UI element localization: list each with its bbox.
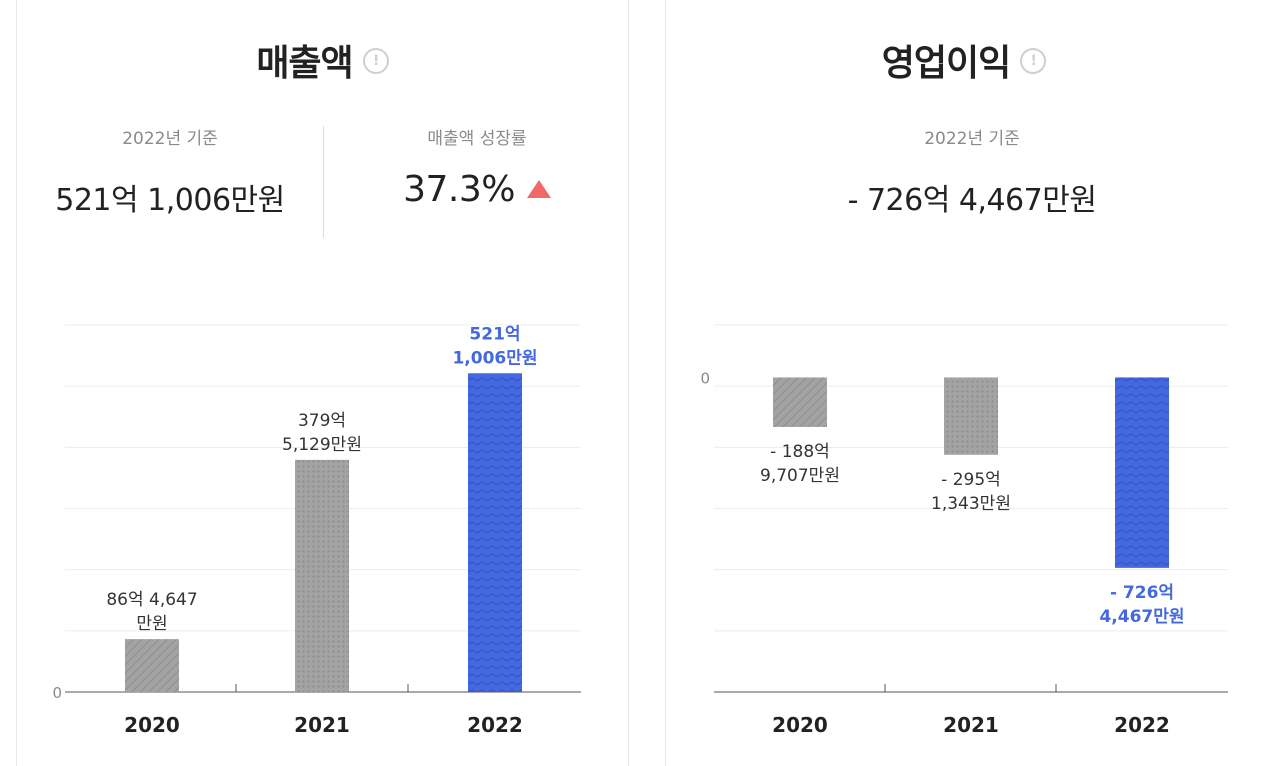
data-label-line: 379억 <box>298 411 346 431</box>
op-basis-label: 2022년 기준 <box>924 129 1020 149</box>
data-label-line: 만원 <box>136 614 167 634</box>
data-label-2020: 86억 4,647 만원 <box>106 590 197 634</box>
info-icon[interactable]: ! <box>362 48 389 74</box>
data-label-2022: - 726억 4,467만원 <box>1099 583 1184 627</box>
bar-2020[interactable] <box>773 377 827 427</box>
revenue-basis-value: 521억 1,006만원 <box>55 183 285 218</box>
op-title-row: 영업이익! <box>666 34 1262 86</box>
up-arrow-icon <box>526 180 551 198</box>
data-label-line: 1,006만원 <box>452 348 537 368</box>
y-tick-label-zero: 0 <box>700 369 710 387</box>
data-label-line: 86억 4,647 <box>106 590 197 610</box>
op-basis-kpi: 2022년 기준 - 726억 4,467만원 <box>666 124 1262 219</box>
x-tick-label-2022: 2022 <box>1114 713 1170 737</box>
op-title: 영업이익 <box>881 43 1011 84</box>
revenue-title-row: 매출액! <box>17 34 628 86</box>
bar-2021[interactable] <box>944 377 998 455</box>
bar-2021[interactable] <box>295 459 349 692</box>
op-basis-value: - 726억 4,467만원 <box>847 183 1097 218</box>
data-label-line: - 295억 <box>941 470 1001 490</box>
data-label-line: 521억 <box>469 324 520 344</box>
data-label-line: 1,343만원 <box>931 494 1011 514</box>
data-label-2020: - 188억 9,707만원 <box>760 442 840 486</box>
x-tick-label-2022: 2022 <box>467 713 523 737</box>
y-tick-label-zero: 0 <box>52 684 62 702</box>
data-label-line: - 726억 <box>1110 583 1174 603</box>
revenue-growth-row: 37.3% <box>324 169 630 210</box>
operating-profit-chart: 0 2020 - 188억 9,707만원 2021 - 295억 1,343만원 2022 -… <box>700 324 1228 737</box>
data-label-line: 9,707만원 <box>760 466 840 486</box>
data-label-line: 5,129만원 <box>282 435 362 455</box>
revenue-growth-value: 37.3% <box>403 169 515 210</box>
data-label-line: - 188억 <box>770 442 830 462</box>
x-tick-label-2021: 2021 <box>943 713 999 737</box>
data-label-line: 4,467만원 <box>1099 607 1184 627</box>
data-label-2021: 379억 5,129만원 <box>282 411 362 455</box>
revenue-basis-kpi: 2022년 기준 521억 1,006만원 <box>17 124 323 219</box>
revenue-chart: 0 2020 86억 4,647 만원 2021 379억 5,129만원 2022 521억 1… <box>52 324 581 737</box>
x-tick-label-2020: 2020 <box>124 713 180 737</box>
kpi-divider <box>323 126 324 238</box>
bar-2022[interactable] <box>1115 377 1169 568</box>
data-label-2022: 521억 1,006만원 <box>452 324 537 368</box>
revenue-card: 매출액! 2022년 기준 521억 1,006만원 매출액 성장률 37.3%… <box>16 0 629 766</box>
x-tick-label-2021: 2021 <box>294 713 350 737</box>
x-tick-label-2020: 2020 <box>772 713 828 737</box>
operating-profit-card: 영업이익! 2022년 기준 - 726억 4,467만원 0 2020 - 188… <box>665 0 1262 766</box>
bar-2020[interactable] <box>125 639 179 692</box>
data-label-2021: - 295억 1,343만원 <box>931 470 1011 514</box>
bar-2022[interactable] <box>468 373 522 692</box>
revenue-growth-label: 매출액 성장률 <box>427 129 527 149</box>
info-icon[interactable]: ! <box>1020 48 1047 74</box>
revenue-basis-label: 2022년 기준 <box>122 129 218 149</box>
revenue-growth-kpi: 매출액 성장률 37.3% <box>324 124 630 210</box>
revenue-title: 매출액 <box>256 43 353 84</box>
